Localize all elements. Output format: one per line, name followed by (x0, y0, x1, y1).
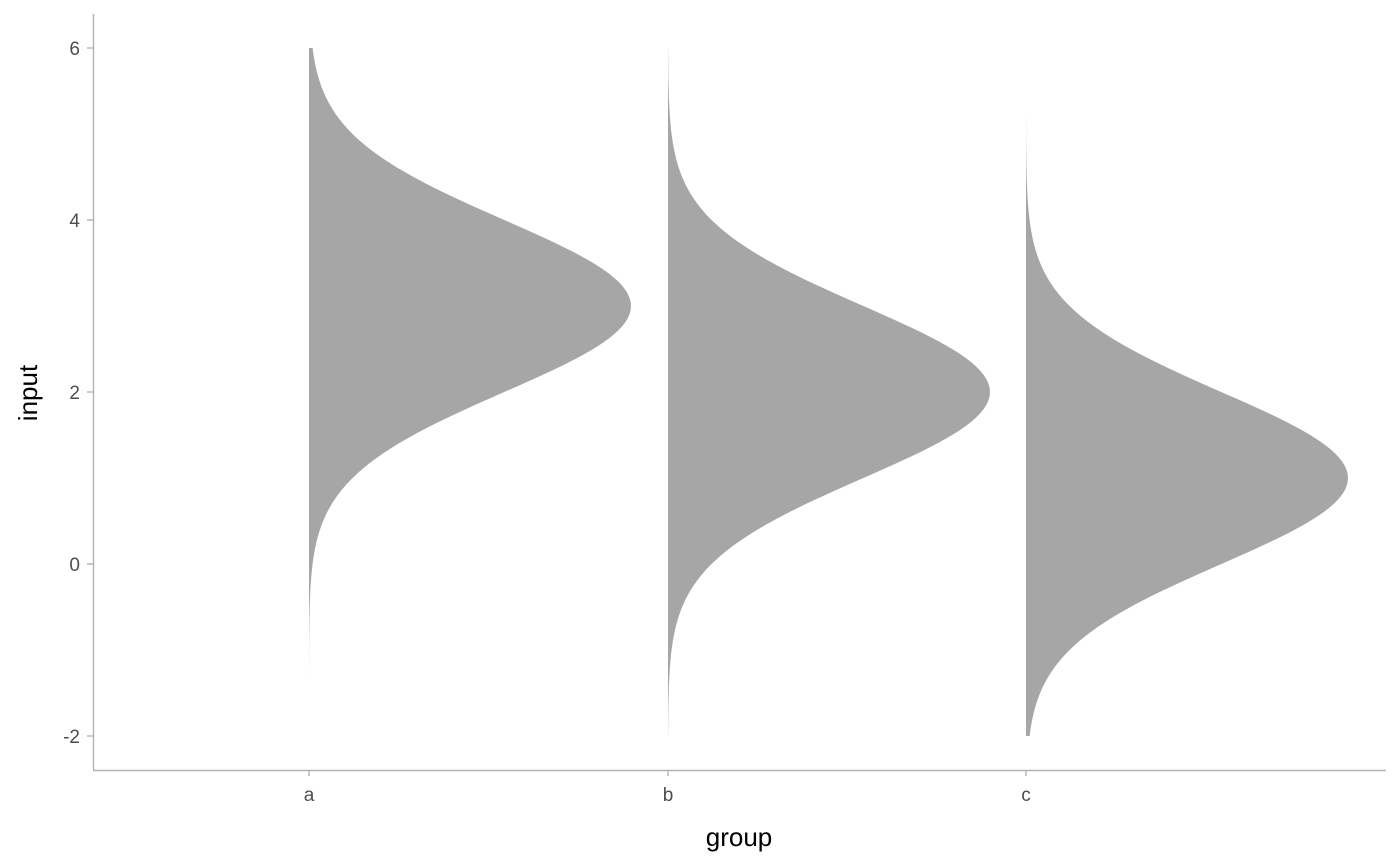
x-tick-label: a (304, 785, 315, 806)
density-a (309, 48, 631, 676)
density-layer (309, 48, 1348, 737)
y-axis-title: input (13, 364, 43, 421)
y-axis-ticks: 6 4 2 0 -2 (63, 39, 93, 748)
x-axis-title: group (706, 822, 773, 852)
density-c (1026, 116, 1348, 737)
y-tick-label: 0 (69, 555, 80, 576)
x-axis-ticks: a b c (304, 770, 1031, 806)
y-tick-label: 2 (69, 383, 80, 404)
x-tick-label: c (1021, 785, 1031, 806)
y-tick-label: 4 (69, 211, 80, 232)
density-b (668, 48, 990, 736)
y-tick-label: 6 (69, 39, 80, 60)
y-tick-label: -2 (63, 727, 80, 748)
x-tick-label: b (663, 785, 674, 806)
